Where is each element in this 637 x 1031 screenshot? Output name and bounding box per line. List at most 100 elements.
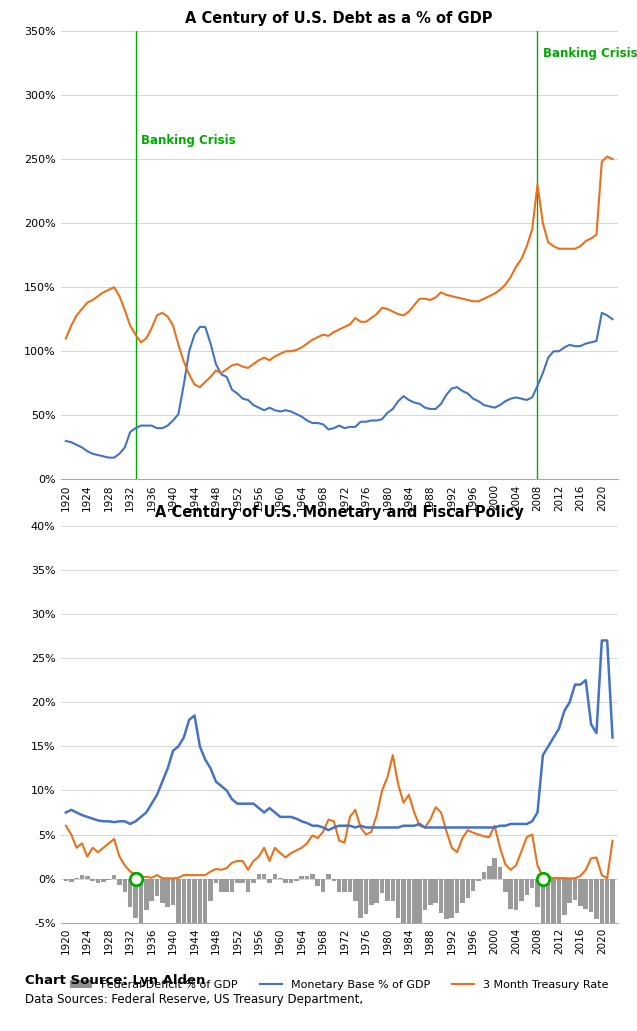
Bar — [551, 878, 556, 954]
Bar — [326, 874, 331, 878]
Bar — [187, 878, 191, 1031]
Bar — [460, 878, 465, 903]
Bar — [348, 878, 352, 892]
Bar — [257, 874, 261, 878]
Bar — [80, 875, 84, 878]
Bar — [369, 878, 374, 905]
Bar — [605, 878, 610, 986]
Bar — [268, 878, 272, 883]
Bar — [117, 878, 122, 885]
Bar — [321, 878, 326, 892]
Bar — [197, 878, 202, 1031]
Bar — [466, 878, 470, 898]
Bar — [262, 874, 266, 878]
Bar — [476, 878, 481, 882]
Bar — [299, 876, 304, 878]
Bar — [541, 878, 545, 965]
Bar — [514, 878, 519, 909]
Bar — [492, 859, 497, 878]
Text: Banking Crisis: Banking Crisis — [543, 46, 637, 60]
Bar — [390, 878, 395, 901]
Bar — [101, 878, 106, 883]
Legend: Federal Debt % of GDP, Non-Federal Debt % of GDP: Federal Debt % of GDP, Non-Federal Debt … — [141, 530, 538, 552]
Bar — [64, 878, 68, 882]
Bar — [310, 874, 315, 878]
Bar — [406, 878, 411, 923]
Bar — [283, 878, 288, 883]
Bar — [240, 878, 245, 883]
Bar — [251, 878, 255, 883]
Bar — [385, 878, 390, 901]
Bar — [192, 878, 197, 1031]
Bar — [176, 878, 181, 923]
Bar — [423, 878, 427, 909]
Bar — [455, 878, 459, 913]
Bar — [508, 878, 513, 908]
Bar — [171, 878, 175, 905]
Legend: Federal Deficit % of GDP, Monetary Base % of GDP, 3 Month Treasury Rate: Federal Deficit % of GDP, Monetary Base … — [65, 975, 613, 995]
Bar — [557, 878, 561, 938]
Bar — [412, 878, 417, 923]
Bar — [203, 878, 208, 940]
Bar — [380, 878, 384, 893]
Bar — [90, 878, 95, 882]
Bar — [133, 878, 138, 919]
Bar — [562, 878, 566, 914]
Bar — [433, 878, 438, 903]
Bar — [139, 878, 143, 923]
Bar — [273, 874, 277, 878]
Bar — [599, 878, 604, 1010]
Bar — [546, 878, 550, 956]
Bar — [96, 878, 100, 883]
Bar — [583, 878, 588, 908]
Title: A Century of U.S. Monetary and Fiscal Policy: A Century of U.S. Monetary and Fiscal Po… — [155, 505, 524, 521]
Title: A Century of U.S. Debt as a % of GDP: A Century of U.S. Debt as a % of GDP — [185, 10, 493, 26]
Bar — [235, 878, 240, 883]
Bar — [353, 878, 357, 901]
Bar — [224, 878, 229, 892]
Bar — [289, 878, 293, 883]
Bar — [524, 878, 529, 895]
Bar — [471, 878, 475, 891]
Bar — [578, 878, 583, 906]
Bar — [230, 878, 234, 892]
Bar — [428, 878, 433, 905]
Bar — [182, 878, 186, 993]
Bar — [246, 878, 250, 892]
Bar — [122, 878, 127, 892]
Text: Data Sources: Federal Reserve, US Treasury Department,: Data Sources: Federal Reserve, US Treasu… — [25, 993, 364, 1006]
Bar — [155, 878, 159, 896]
Bar — [304, 876, 310, 878]
Bar — [85, 876, 90, 878]
Bar — [144, 878, 148, 909]
Bar — [450, 878, 454, 919]
Bar — [315, 878, 320, 886]
Bar — [417, 878, 422, 923]
Bar — [535, 878, 540, 907]
Bar — [294, 878, 299, 882]
Bar — [396, 878, 401, 919]
Text: Chart Source: Lyn Alden: Chart Source: Lyn Alden — [25, 974, 206, 988]
Bar — [128, 878, 132, 907]
Bar — [487, 866, 492, 878]
Bar — [482, 871, 486, 878]
Bar — [332, 878, 336, 882]
Bar — [444, 878, 448, 920]
Bar — [337, 878, 341, 892]
Bar — [160, 878, 164, 903]
Bar — [519, 878, 524, 901]
Text: Banking Crisis: Banking Crisis — [141, 134, 236, 146]
Bar — [568, 878, 572, 903]
Bar — [594, 878, 599, 920]
Bar — [359, 878, 363, 919]
Bar — [342, 878, 347, 892]
Bar — [112, 875, 117, 878]
Bar — [149, 878, 154, 901]
Bar — [589, 878, 594, 912]
Bar — [401, 878, 406, 932]
Bar — [208, 878, 213, 901]
Bar — [375, 878, 379, 903]
Bar — [213, 878, 218, 883]
Bar — [364, 878, 368, 913]
Bar — [610, 878, 615, 927]
